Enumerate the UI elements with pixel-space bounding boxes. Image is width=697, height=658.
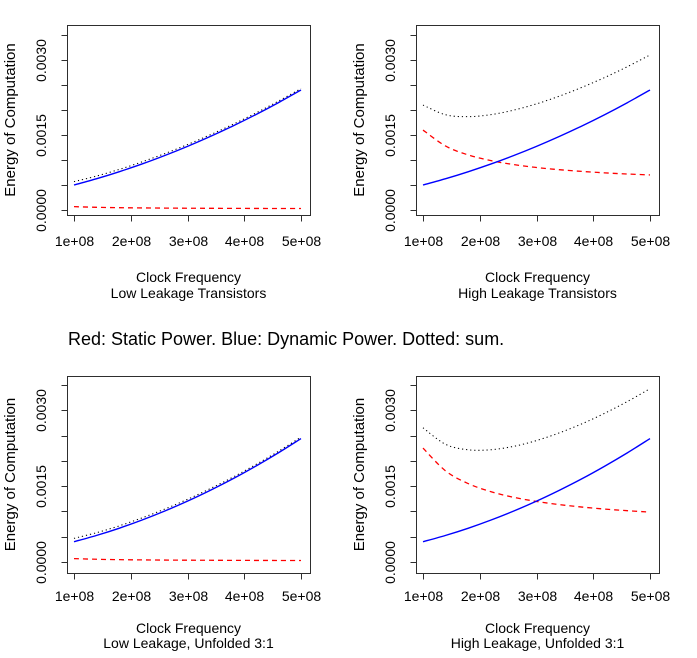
x-axis-subtitle: Low Leakage, Unfolded 3:1 <box>103 635 274 651</box>
x-tick-label: 1e+08 <box>404 233 444 249</box>
series-dynamic-power-line <box>422 437 651 543</box>
plot-canvas-low-leakage: 1e+08 2e+08 3e+08 4e+08 5e+08 0.0000 0.0015 0.0… <box>2 24 322 249</box>
x-tick-label: 3e+08 <box>518 233 558 249</box>
x-tick-label: 2e+08 <box>112 233 152 249</box>
y-tick-label: 0.0030 <box>382 39 398 82</box>
x-tick-label: 5e+08 <box>631 233 671 249</box>
y-axis-title: Energy of Computation <box>351 43 368 196</box>
x-axis-title: Clock Frequency <box>484 620 591 636</box>
series-sum-line <box>422 388 651 451</box>
panel-high-leakage-transistors: 1e+08 2e+08 3e+08 4e+08 5e+08 0.0000 0.0015 0.0… <box>349 0 697 312</box>
x-tick-label: 5e+08 <box>282 588 322 604</box>
figure-caption-legend: Red: Static Power. Blue: Dynamic Power. … <box>68 329 505 349</box>
plot-box <box>66 24 312 217</box>
x-tick-label: 3e+08 <box>518 588 558 604</box>
y-tick-label: 0.0015 <box>382 114 398 157</box>
series-sum-line <box>73 436 302 539</box>
plot-canvas-high-leakage: 1e+08 2e+08 3e+08 4e+08 5e+08 0.0000 0.0015 0.0… <box>351 24 671 249</box>
x-axis-subtitle: Low Leakage Transistors <box>110 285 267 301</box>
plot-canvas-high-leakage-unfolded: 1e+08 2e+08 3e+08 4e+08 5e+08 0.0000 0.0015 0.0… <box>351 375 671 604</box>
series-sum-line <box>73 88 302 183</box>
panel-low-leakage-transistors: 1e+08 2e+08 3e+08 4e+08 5e+08 0.0000 0.0015 0.0… <box>0 0 348 312</box>
x-tick-label: 2e+08 <box>461 588 501 604</box>
x-tick-label: 5e+08 <box>631 588 671 604</box>
plot-box <box>415 375 661 575</box>
x-tick-label: 2e+08 <box>112 588 152 604</box>
series-static-power-line <box>73 557 302 562</box>
panel-low-leakage-unfolded: 1e+08 2e+08 3e+08 4e+08 5e+08 0.0000 0.0015 0.0… <box>0 365 348 658</box>
y-tick-label: 0.0015 <box>382 465 398 508</box>
plot-box <box>66 375 312 575</box>
y-axis-title: Energy of Computation <box>351 398 368 551</box>
y-axis-title: Energy of Computation <box>2 398 19 551</box>
x-tick-label: 1e+08 <box>55 588 95 604</box>
series-dynamic-power-line <box>422 89 651 186</box>
x-axis-subtitle: High Leakage Transistors <box>458 285 617 301</box>
y-tick-label: 0.0000 <box>33 189 49 232</box>
series-static-power-line <box>422 447 651 513</box>
y-tick-label: 0.0000 <box>382 541 398 584</box>
series-dynamic-power-line <box>73 437 302 543</box>
plot-canvas-low-leakage-unfolded: 1e+08 2e+08 3e+08 4e+08 5e+08 0.0000 0.0015 0.0… <box>2 375 322 604</box>
y-tick-label: 0.0030 <box>33 389 49 432</box>
y-tick-label: 0.0015 <box>33 114 49 157</box>
x-axis-title: Clock Frequency <box>484 269 591 285</box>
series-dynamic-power-line <box>73 89 302 186</box>
y-tick-label: 0.0000 <box>33 541 49 584</box>
y-axis-title: Energy of Computation <box>2 43 19 196</box>
x-axis-title: Clock Frequency <box>135 620 242 636</box>
series-static-power-line <box>422 129 651 176</box>
x-axis-title: Clock Frequency <box>135 269 242 285</box>
series-static-power-line <box>73 205 302 210</box>
y-tick-label: 0.0015 <box>33 465 49 508</box>
x-tick-label: 4e+08 <box>225 233 265 249</box>
x-tick-label: 3e+08 <box>169 233 209 249</box>
x-tick-label: 4e+08 <box>574 233 614 249</box>
panel-high-leakage-unfolded: 1e+08 2e+08 3e+08 4e+08 5e+08 0.0000 0.0015 0.0… <box>349 365 697 658</box>
x-tick-label: 4e+08 <box>225 588 265 604</box>
x-tick-label: 1e+08 <box>404 588 444 604</box>
y-tick-label: 0.0030 <box>33 39 49 82</box>
x-tick-label: 3e+08 <box>169 588 209 604</box>
x-tick-label: 1e+08 <box>55 233 95 249</box>
series-sum-line <box>422 54 651 118</box>
x-tick-label: 5e+08 <box>282 233 322 249</box>
x-axis-subtitle: High Leakage, Unfolded 3:1 <box>450 635 625 651</box>
y-tick-label: 0.0030 <box>382 389 398 432</box>
plot-box <box>415 24 661 217</box>
x-tick-label: 2e+08 <box>461 233 501 249</box>
x-tick-label: 4e+08 <box>574 588 614 604</box>
y-tick-label: 0.0000 <box>382 189 398 232</box>
